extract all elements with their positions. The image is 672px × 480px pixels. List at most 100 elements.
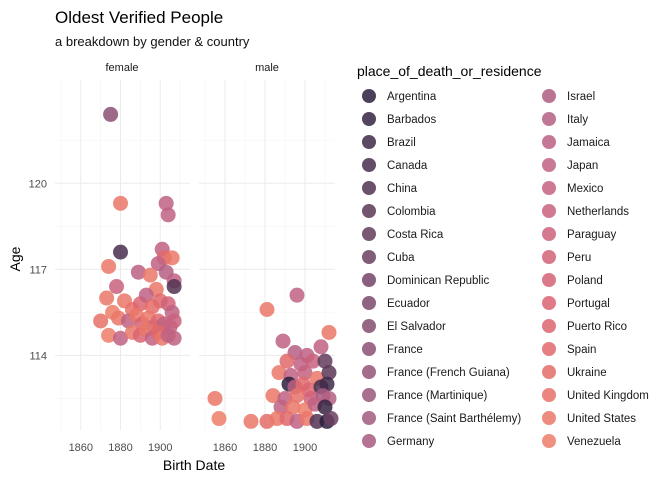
legend-label: Italy — [567, 114, 588, 126]
data-point — [93, 313, 109, 329]
legend-swatch — [362, 181, 376, 195]
legend-swatch — [542, 135, 556, 149]
legend-item: Brazil — [362, 135, 416, 149]
legend-item: France (Saint Barthélemy) — [362, 411, 521, 425]
legend-item: Netherlands — [542, 204, 629, 218]
legend-item: China — [362, 181, 418, 195]
data-point — [142, 267, 158, 283]
legend-label: Brazil — [387, 137, 416, 149]
data-point — [103, 106, 119, 122]
facet-strip-label: female — [105, 62, 138, 74]
legend-label: France — [387, 344, 423, 356]
x-axis-title: Birth Date — [163, 457, 225, 473]
legend-item: France (Martinique) — [362, 388, 488, 402]
data-point — [211, 411, 227, 427]
legend-item: France (French Guiana) — [362, 365, 510, 379]
legend-label: Canada — [387, 160, 428, 172]
legend-item: Barbados — [362, 112, 436, 126]
legend-swatch — [362, 365, 376, 379]
legend-swatch — [542, 204, 556, 218]
legend-item: Ukraine — [542, 365, 607, 379]
data-point — [285, 399, 301, 415]
legend-swatch — [542, 342, 556, 356]
legend-item: Colombia — [362, 204, 436, 218]
legend-swatch — [542, 273, 556, 287]
legend-item: Argentina — [362, 89, 437, 103]
data-point — [166, 279, 182, 295]
legend-label: Costa Rica — [387, 229, 444, 241]
legend-label: United Kingdom — [567, 390, 649, 402]
data-point — [289, 287, 305, 303]
legend-title: place_of_death_or_residence — [357, 63, 542, 79]
legend-label: Mexico — [567, 183, 603, 195]
legend-swatch — [362, 227, 376, 241]
data-point — [130, 264, 146, 280]
y-axis-ticks: 114 117 120 — [29, 178, 47, 362]
legend-label: Poland — [567, 275, 603, 287]
data-point — [265, 388, 281, 404]
data-point — [317, 399, 333, 415]
legend-item: Germany — [362, 434, 435, 448]
legend-label: Venezuela — [567, 436, 621, 448]
data-point — [166, 313, 182, 329]
legend-item: Peru — [542, 250, 591, 264]
legend-label: Germany — [387, 436, 435, 448]
data-point — [243, 413, 259, 429]
legend-swatch — [362, 319, 376, 333]
x-tick-label: 1860 — [213, 442, 237, 454]
x-tick-label: 1900 — [293, 442, 317, 454]
data-point — [271, 365, 287, 381]
legend-swatch — [542, 319, 556, 333]
legend-swatch — [542, 112, 556, 126]
data-point — [321, 324, 337, 340]
legend-label: Ecuador — [387, 298, 430, 310]
legend-swatch — [362, 250, 376, 264]
facet-panel-male: male 1860 1880 1900 — [199, 62, 339, 454]
data-point — [305, 353, 321, 369]
legend-label: Ukraine — [567, 367, 607, 379]
legend-label: United States — [567, 413, 636, 425]
legend-label: Spain — [567, 344, 596, 356]
legend-item: Japan — [542, 158, 598, 172]
legend-swatch — [542, 89, 556, 103]
data-point — [313, 339, 329, 355]
x-tick-label: 1880 — [253, 442, 277, 454]
legend-label: Paraguay — [567, 229, 616, 241]
legend-label: Jamaica — [567, 137, 610, 149]
legend-swatch — [542, 250, 556, 264]
legend-swatch — [542, 181, 556, 195]
legend-label: China — [387, 183, 418, 195]
legend-label: France (Saint Barthélemy) — [387, 413, 521, 425]
data-point — [297, 365, 313, 381]
legend-swatch — [362, 158, 376, 172]
legend-label: Portugal — [567, 298, 610, 310]
legend-swatch — [362, 204, 376, 218]
legend-item: Portugal — [542, 296, 610, 310]
legend-swatch — [542, 365, 556, 379]
legend-item: Puerto Rico — [542, 319, 627, 333]
legend-swatch — [362, 411, 376, 425]
chart-subtitle: a breakdown by gender & country — [55, 34, 250, 49]
legend-label: Puerto Rico — [567, 321, 627, 333]
data-point — [101, 327, 117, 343]
data-point — [166, 330, 182, 346]
legend-item: Costa Rica — [362, 227, 444, 241]
data-point — [99, 290, 115, 306]
legend-item: Ecuador — [362, 296, 430, 310]
data-point — [138, 287, 154, 303]
x-tick-label: 1860 — [69, 442, 93, 454]
data-point — [160, 207, 176, 223]
legend-swatch — [362, 273, 376, 287]
legend-swatch — [362, 89, 376, 103]
legend-item: Jamaica — [542, 135, 610, 149]
facet-panel-female: female 1860 1880 1900 — [55, 62, 190, 454]
y-axis-title: Age — [7, 246, 23, 271]
legend-swatch — [362, 135, 376, 149]
legend-item: Dominican Republic — [362, 273, 490, 287]
legend-item: Spain — [542, 342, 596, 356]
data-point — [113, 195, 129, 211]
legend-label: Peru — [567, 252, 591, 264]
legend-swatch — [542, 158, 556, 172]
legend-swatch — [542, 434, 556, 448]
